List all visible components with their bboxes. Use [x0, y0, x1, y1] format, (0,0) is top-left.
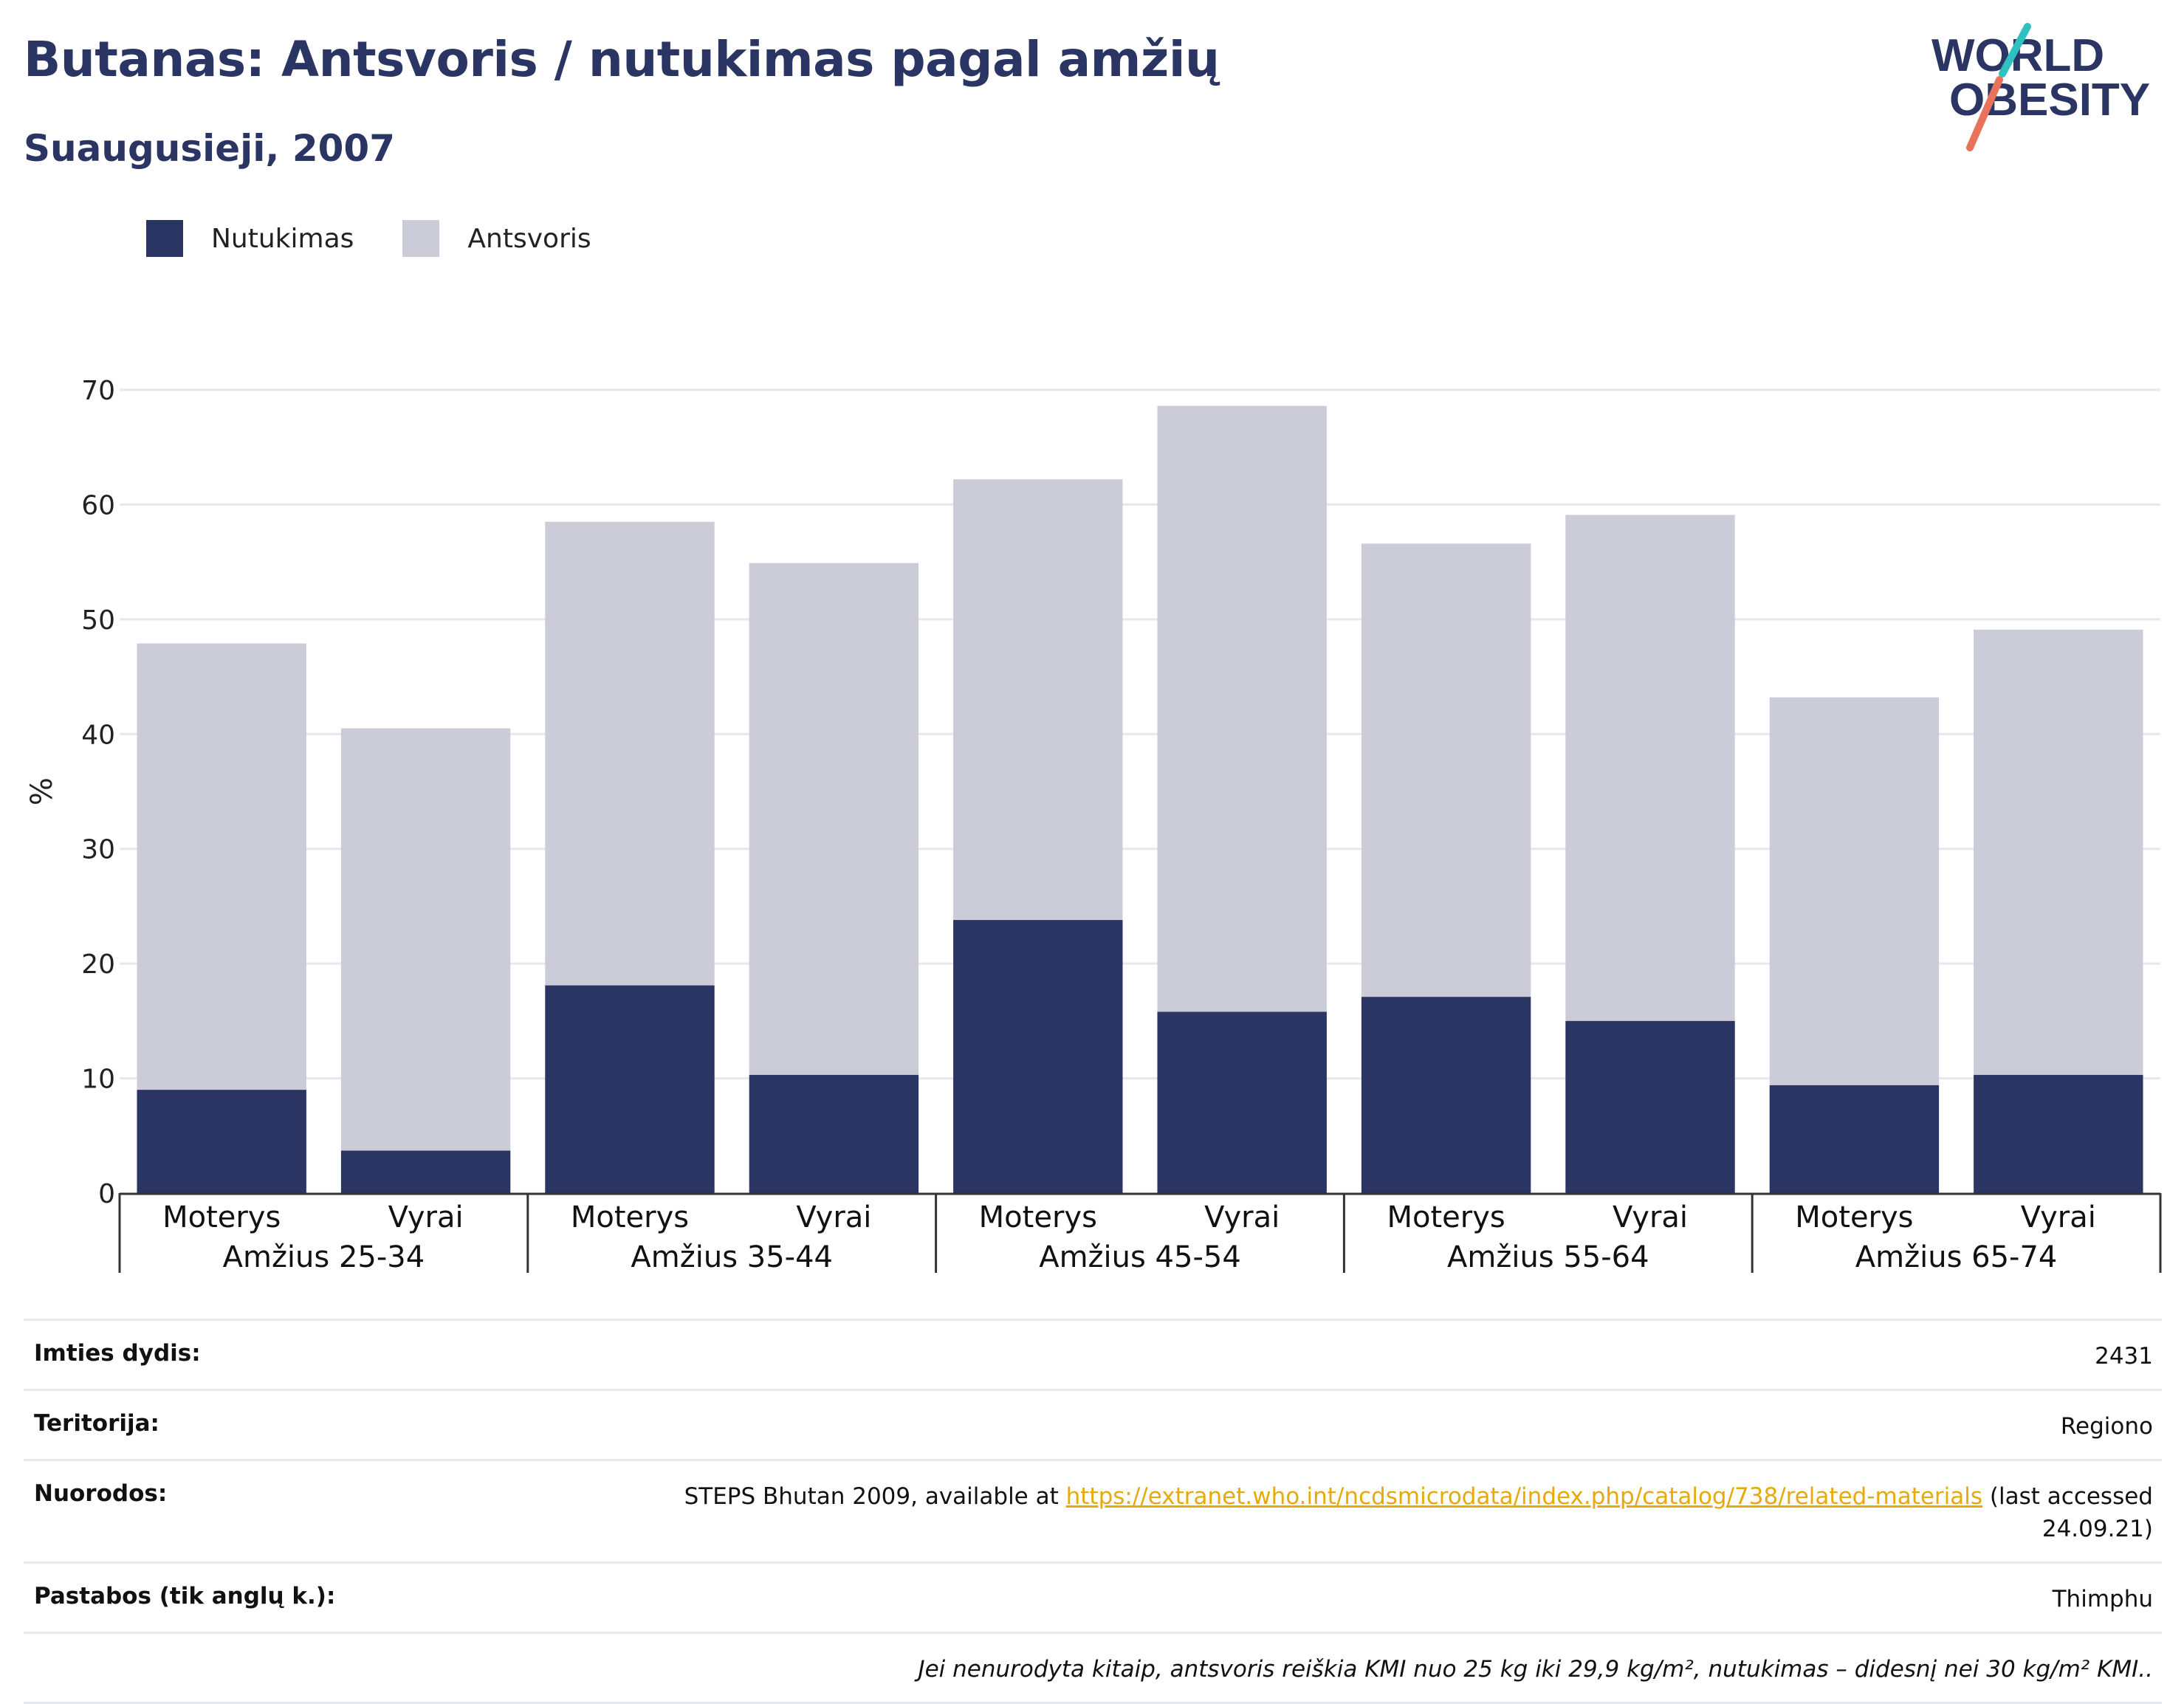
references-prefix: STEPS Bhutan 2009, available at	[684, 1483, 1066, 1510]
bar-obesity	[340, 1150, 511, 1193]
bar-overweight	[1974, 629, 2143, 1075]
bar-obesity	[749, 1074, 919, 1193]
logo-slash-teal	[1999, 23, 2031, 78]
legend-swatch-obesity	[146, 220, 183, 257]
x-tick-label: Moterys	[1795, 1200, 1913, 1234]
group-label: Amžius 45-54	[1039, 1240, 1241, 1274]
y-tick-label: 70	[81, 376, 115, 406]
bar-obesity	[545, 985, 715, 1193]
group-label: Amžius 65-74	[1855, 1240, 2058, 1274]
x-tick-label: Vyrai	[388, 1200, 464, 1234]
sample-size-label: Imties dydis:	[34, 1340, 201, 1367]
y-axis-label: %	[25, 777, 59, 805]
bar-overweight	[1361, 543, 1531, 997]
bar-obesity	[137, 1090, 306, 1193]
references-suffix: (last accessed 24.09.21)	[1982, 1483, 2153, 1542]
bar-obesity	[1361, 997, 1531, 1193]
group-label: Amžius 25-34	[223, 1240, 425, 1274]
info-row-references: Nuorodos: STEPS Bhutan 2009, available a…	[24, 1459, 2162, 1562]
y-tick-label: 30	[81, 835, 115, 865]
sample-size-value: 2431	[2095, 1343, 2153, 1370]
world-obesity-logo: WORLD OBESITY	[1931, 23, 2150, 151]
territory-value: Regiono	[2060, 1413, 2153, 1440]
legend: Nutukimas Antsvoris	[146, 219, 640, 258]
chart-subtitle: Suaugusieji, 2007	[24, 127, 395, 170]
bar-obesity	[1565, 1020, 1735, 1193]
bar-obesity	[1974, 1074, 2143, 1193]
group-label: Amžius 55-64	[1447, 1240, 1649, 1274]
references-label: Nuorodos:	[34, 1480, 168, 1507]
y-tick-label: 50	[81, 605, 115, 636]
bar-overweight	[1565, 515, 1735, 1021]
bar-obesity	[953, 920, 1123, 1193]
notes-value: Thimphu	[2052, 1586, 2153, 1612]
bar-overweight	[545, 521, 715, 986]
x-tick-label: Moterys	[571, 1200, 689, 1234]
bar-overweight	[137, 643, 306, 1090]
group-label: Amžius 35-44	[631, 1240, 833, 1274]
references-link[interactable]: https://extranet.who.int/ncdsmicrodata/i…	[1065, 1483, 1983, 1510]
info-row-territory: Teritorija: Regiono	[24, 1389, 2162, 1459]
legend-label-obesity: Nutukimas	[211, 223, 354, 254]
y-tick-label: 60	[81, 490, 115, 521]
info-row-notes: Pastabos (tik anglų k.): Thimphu	[24, 1562, 2162, 1632]
chart-title: Butanas: Antsvoris / nutukimas pagal amž…	[24, 31, 1220, 88]
x-tick-label: Moterys	[162, 1200, 281, 1234]
legend-label-overweight: Antsvoris	[467, 223, 591, 254]
bar-obesity	[1769, 1085, 1940, 1193]
y-tick-label: 10	[81, 1065, 115, 1095]
bar-obesity	[1157, 1011, 1327, 1193]
footnote: Jei nenurodyta kitaip, antsvoris reiškia…	[918, 1656, 2153, 1683]
legend-item-overweight[interactable]: Antsvoris	[402, 220, 591, 257]
x-tick-label: Vyrai	[2021, 1200, 2096, 1234]
references-value: STEPS Bhutan 2009, available at https://…	[676, 1480, 2153, 1545]
y-tick-label: 0	[98, 1179, 115, 1209]
bar-overweight	[749, 563, 919, 1075]
x-tick-label: Vyrai	[796, 1200, 871, 1234]
territory-label: Teritorija:	[34, 1410, 159, 1437]
bar-overweight	[1769, 697, 1940, 1085]
y-tick-label: 20	[81, 949, 115, 980]
info-row-sample: Imties dydis: 2431	[24, 1319, 2162, 1389]
info-row-footnote: Jei nenurodyta kitaip, antsvoris reiškia…	[24, 1632, 2162, 1704]
x-tick-label: Moterys	[1387, 1200, 1505, 1234]
logo-slash-coral	[1966, 76, 2003, 151]
bar-overweight	[340, 728, 511, 1151]
bar-overweight	[953, 479, 1123, 921]
legend-item-obesity[interactable]: Nutukimas	[146, 220, 354, 257]
info-table: Imties dydis: 2431 Teritorija: Regiono N…	[24, 1319, 2162, 1704]
bar-overweight	[1157, 405, 1327, 1012]
bar-chart: 0 10 20 30 40 50 60 70% Moterys Vyrai Moterys Vyrai…	[25, 376, 2162, 1274]
x-tick-label: Vyrai	[1613, 1200, 1688, 1234]
legend-swatch-overweight	[402, 220, 440, 257]
y-tick-label: 40	[81, 720, 115, 750]
notes-label: Pastabos (tik anglų k.):	[34, 1583, 336, 1609]
x-tick-label: Vyrai	[1204, 1200, 1280, 1234]
x-tick-label: Moterys	[979, 1200, 1097, 1234]
